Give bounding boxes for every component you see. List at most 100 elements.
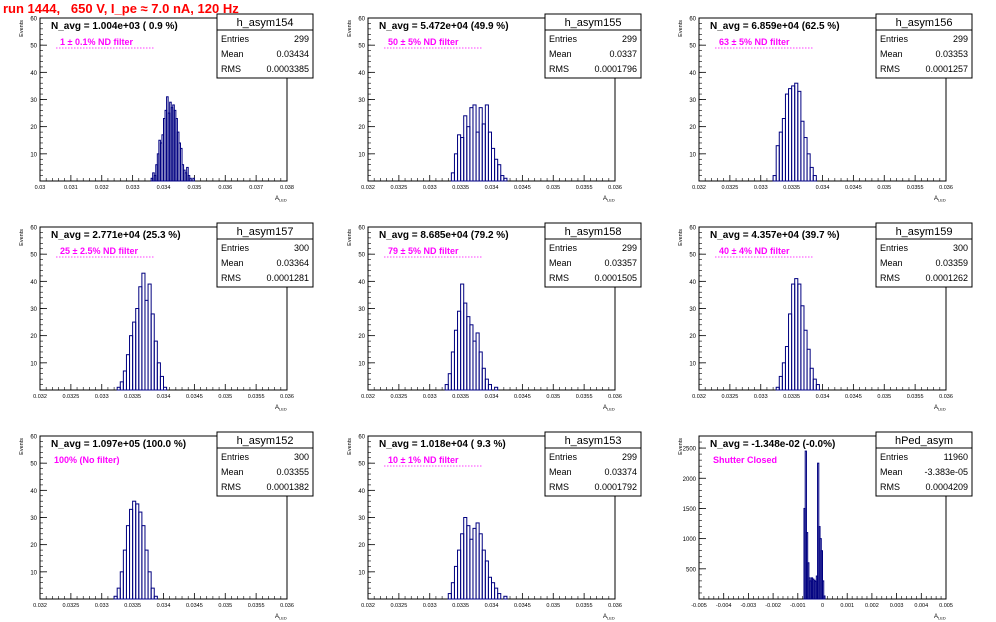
y-tick-label: 2500 — [683, 447, 697, 453]
x-tick-label: 0.0355 — [907, 185, 924, 191]
x-tick-label: 0.0355 — [907, 394, 924, 400]
y-tick-label: 40 — [30, 71, 37, 77]
stats-value: 0.0001257 — [925, 64, 968, 74]
stats-value: 0.03353 — [935, 49, 968, 59]
x-tick-label: 0.0335 — [124, 603, 141, 609]
navg-label: N_avg = 1.018e+04 ( 9.3 %) — [379, 439, 506, 450]
x-tick-label: 0 — [821, 603, 824, 609]
stats-box — [875, 222, 973, 288]
stats-label: Entries — [549, 34, 578, 44]
x-tick-label: 0.036 — [608, 603, 622, 609]
x-tick-label: 0.0355 — [576, 603, 593, 609]
x-axis-label-sub: LED — [279, 616, 287, 621]
stats-label: Mean — [549, 258, 572, 268]
x-tick-label: 0.0335 — [124, 394, 141, 400]
y-axis-label: Events — [19, 229, 25, 246]
stats-label: Entries — [549, 243, 578, 253]
stats-value: 299 — [622, 243, 637, 253]
x-tick-label: 0.034 — [816, 394, 830, 400]
y-tick-label: 60 — [689, 226, 696, 232]
y-tick-label: 60 — [358, 226, 365, 232]
histogram-bin — [822, 580, 825, 600]
x-tick-label: 0.036 — [939, 394, 953, 400]
x-tick-label: 0.033 — [754, 394, 768, 400]
stats-label: RMS — [549, 64, 569, 74]
stats-label: Mean — [221, 467, 244, 477]
x-tick-label: 0.035 — [218, 394, 232, 400]
stats-label: RMS — [880, 482, 900, 492]
x-tick-label: 0.0355 — [248, 394, 265, 400]
x-tick-label: 0.035 — [546, 603, 560, 609]
x-tick-label: 0.036 — [608, 185, 622, 191]
x-axis-label: ALED — [603, 614, 615, 621]
stats-label: Mean — [221, 49, 244, 59]
filter-note: 50 ± 5% ND filter — [388, 37, 459, 47]
x-tick-label: 0.032 — [692, 394, 706, 400]
histogram-bin — [497, 164, 502, 182]
stats-box — [544, 222, 642, 288]
x-tick-label: 0.033 — [95, 603, 109, 609]
x-tick-label: -0.003 — [741, 603, 757, 609]
y-tick-label: 40 — [30, 280, 37, 286]
x-tick-label: 0.032 — [361, 185, 375, 191]
x-tick-label: 0.0335 — [452, 603, 469, 609]
x-tick-label: -0.001 — [790, 603, 806, 609]
y-tick-label: 20 — [30, 125, 37, 131]
stats-value: 0.0001382 — [266, 482, 309, 492]
x-tick-label: 0.0325 — [62, 394, 79, 400]
y-tick-label: 40 — [358, 71, 365, 77]
y-tick-label: 40 — [358, 489, 365, 495]
x-tick-label: -0.005 — [691, 603, 707, 609]
y-tick-label: 60 — [30, 226, 37, 232]
y-tick-label: 30 — [30, 516, 37, 522]
y-tick-label: 40 — [358, 280, 365, 286]
stats-label: Entries — [221, 34, 250, 44]
y-tick-label: 10 — [30, 152, 37, 158]
y-axis-label: Events — [347, 20, 353, 37]
stats-label: Entries — [880, 452, 909, 462]
filter-note: 79 ± 5% ND filter — [388, 246, 459, 256]
stats-label: RMS — [221, 273, 241, 283]
histogram-bin — [487, 384, 493, 391]
histogram-panel: 10 20 30 40 50 60 Events 0.032 0.0325 0.033 0.0335… — [19, 431, 314, 621]
stats-box — [216, 13, 314, 79]
x-axis-label: ALED — [603, 405, 615, 412]
stats-value: 299 — [622, 452, 637, 462]
y-tick-label: 60 — [689, 17, 696, 23]
stats-value: 0.0001505 — [594, 273, 637, 283]
x-tick-label: 0.034 — [485, 603, 499, 609]
y-tick-label: 50 — [689, 44, 696, 50]
stats-label: Entries — [549, 452, 578, 462]
x-tick-label: 0.0325 — [390, 185, 407, 191]
x-tick-label: 0.0345 — [186, 394, 203, 400]
x-tick-label: 0.033 — [423, 603, 437, 609]
filter-note: Shutter Closed — [713, 455, 777, 465]
x-tick-label: 0.033 — [754, 185, 768, 191]
x-tick-label: 0.005 — [939, 603, 953, 609]
stats-title: h_asym152 — [237, 435, 294, 447]
y-tick-label: 20 — [30, 543, 37, 549]
y-tick-label: 50 — [358, 462, 365, 468]
x-axis-label: ALED — [275, 614, 287, 621]
filter-note: 10 ± 1% ND filter — [388, 455, 459, 465]
histogram-panel: 10 20 30 40 50 60 Events 0.032 0.0325 0.033 0.0335… — [678, 222, 973, 412]
x-tick-label: 0.0355 — [576, 394, 593, 400]
stats-box — [216, 431, 314, 497]
x-tick-label: 0.036 — [608, 394, 622, 400]
x-tick-label: 0.0325 — [62, 603, 79, 609]
filter-note: 25 ± 2.5% ND filter — [60, 246, 138, 256]
y-tick-label: 30 — [689, 98, 696, 104]
navg-label: N_avg = 1.097e+05 (100.0 %) — [51, 439, 186, 450]
histogram-bin — [815, 384, 820, 391]
stats-value: 0.03359 — [935, 258, 968, 268]
histogram-bin — [150, 587, 155, 600]
x-tick-label: 0.0335 — [452, 185, 469, 191]
stats-title: h_asym157 — [237, 226, 294, 238]
y-tick-label: 30 — [358, 307, 365, 313]
stats-value: 299 — [294, 34, 309, 44]
stats-box — [544, 13, 642, 79]
stats-title: h_asym154 — [237, 17, 294, 29]
x-axis-label-sub: LED — [938, 198, 946, 203]
x-tick-label: 0.034 — [816, 185, 830, 191]
